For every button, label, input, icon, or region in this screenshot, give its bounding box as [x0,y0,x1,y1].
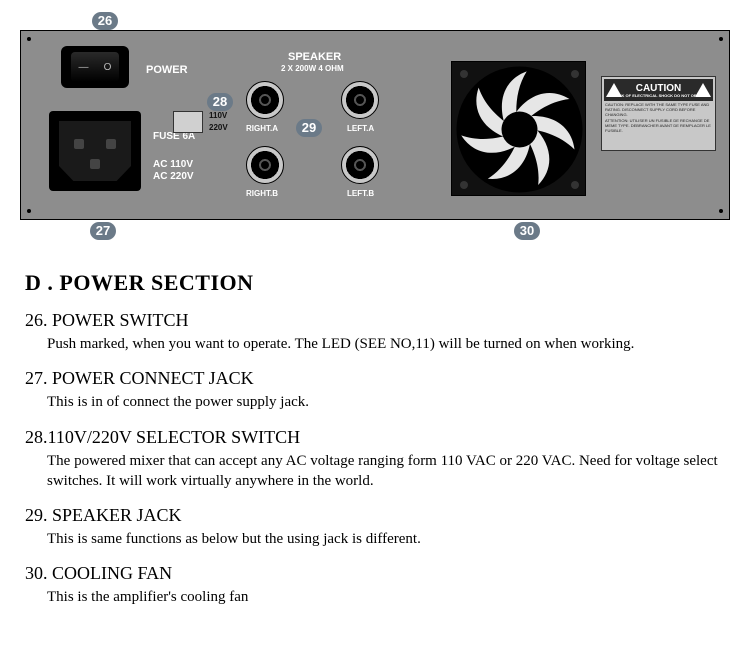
iec-socket [59,121,131,181]
item-title: 28.110V/220V SELECTOR SWITCH [25,427,725,448]
item-title: 27. POWER CONNECT JACK [25,368,725,389]
callout-29: 29 [296,119,322,137]
item-body: Push marked, when you want to operate. T… [47,334,725,354]
jack-right-a [246,81,284,119]
caution-text-2: ATTENTION: UTILISER UN FUSIBLE DE RECHAN… [605,119,712,133]
caution-header: CAUTION RISK OF ELECTRICAL SHOCK DO NOT … [604,79,713,101]
caution-label-plate: CAUTION RISK OF ELECTRICAL SHOCK DO NOT … [601,76,716,151]
item-title: 29. SPEAKER JACK [25,505,725,526]
speaker-title: SPEAKER [288,51,341,63]
volt-110-label: 110V [209,111,227,120]
volt-220-label: 220V [209,123,228,132]
panel-plate: — O POWER FUSE 6A AC 110V AC 220V 110V 2… [20,30,730,220]
warning-triangle-icon [606,83,622,97]
label-right-b: RIGHT.B [246,189,278,198]
callout-28: 28 [207,93,233,111]
callout-26: 26 [92,12,118,30]
rocker: — O [71,52,119,82]
item-29: 29. SPEAKER JACK This is same functions … [25,505,725,549]
screw-hole [719,37,723,41]
label-left-b: LEFT.B [347,189,374,198]
screw-hole [719,209,723,213]
screw-hole [27,209,31,213]
item-28: 28.110V/220V SELECTOR SWITCH The powered… [25,427,725,492]
label-left-a: LEFT.A [347,124,374,133]
description-section: D . POWER SECTION 26. POWER SWITCH Push … [0,260,750,647]
label-right-a: RIGHT.A [246,124,278,133]
rear-panel-diagram: 26 27 30 — O POWER FUSE 6A AC 110V AC 22… [0,0,750,260]
item-body: This is in of connect the power supply j… [47,392,725,412]
voltage-selector [173,111,203,133]
caution-text-1: CAUTION: REPLACE WITH THE SAME TYPE FUSE… [605,103,712,117]
section-heading: D . POWER SECTION [25,270,725,296]
item-body: The powered mixer that can accept any AC… [47,451,725,492]
fan-icon [452,62,587,197]
cooling-fan [451,61,586,196]
warning-triangle-icon [695,83,711,97]
switch-off-mark: O [104,62,112,73]
caution-body: CAUTION: REPLACE WITH THE SAME TYPE FUSE… [604,101,713,138]
iec-pin [106,139,116,149]
iec-power-inlet [49,111,141,191]
speaker-rating: 2 X 200W 4 OHM [281,64,344,73]
ac-220-label: AC 220V [153,171,194,182]
item-26: 26. POWER SWITCH Push marked, when you w… [25,310,725,354]
item-body: This is the amplifier's cooling fan [47,587,725,607]
power-label: POWER [146,64,188,76]
jack-left-a [341,81,379,119]
ac-110-label: AC 110V [153,159,193,170]
screw-hole [27,37,31,41]
callout-27: 27 [90,222,116,240]
item-27: 27. POWER CONNECT JACK This is in of con… [25,368,725,412]
switch-on-mark: — [79,62,89,73]
callout-30: 30 [514,222,540,240]
item-body: This is same functions as below but the … [47,529,725,549]
iec-pin [90,159,100,169]
iec-pin [74,139,84,149]
power-switch: — O [61,46,129,88]
item-title: 30. COOLING FAN [25,563,725,584]
jack-right-b [246,146,284,184]
jack-left-b [341,146,379,184]
item-title: 26. POWER SWITCH [25,310,725,331]
item-30: 30. COOLING FAN This is the amplifier's … [25,563,725,607]
